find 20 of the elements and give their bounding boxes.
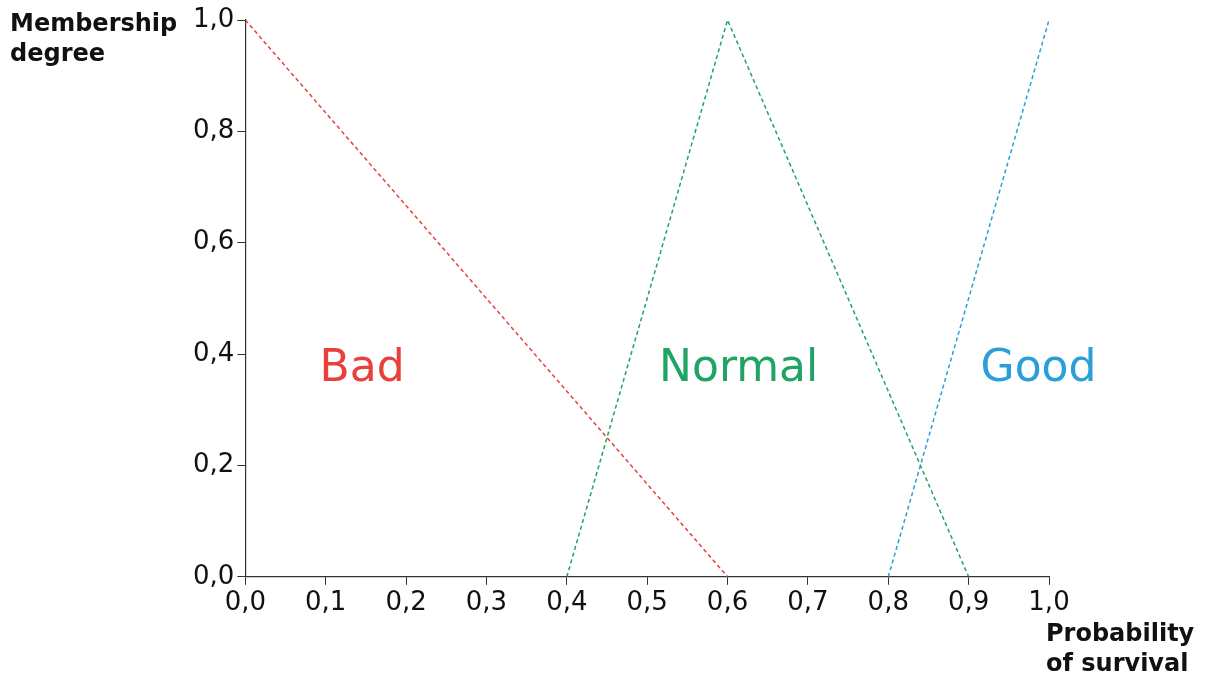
x-tick-label: 0,9 — [947, 586, 990, 617]
y-tick-label: 1,0 — [192, 2, 235, 33]
x-tick-label: 0,6 — [706, 586, 749, 617]
y-tick-label: 0,4 — [192, 336, 235, 367]
series-label: Normal — [659, 339, 819, 391]
x-tick-label: 0,1 — [305, 586, 347, 617]
y-axis-title: Membership degree — [10, 9, 178, 67]
y-tick-label: 0,6 — [192, 225, 235, 256]
x-tick-label: 0,3 — [465, 586, 508, 617]
y-tick-label: 0,8 — [192, 114, 235, 145]
x-axis-title: Probability of survival — [1046, 618, 1196, 678]
series-label: Good — [980, 339, 1097, 391]
x-tick-label: 0,2 — [385, 586, 427, 617]
x-tick-label: 0,7 — [787, 586, 829, 617]
x-tick-label: 0,5 — [626, 586, 668, 617]
y-tick-label: 0,2 — [192, 448, 235, 479]
x-tick-label: 0,8 — [867, 586, 909, 617]
text: Bad — [319, 339, 405, 391]
x-tick-label: 1,0 — [1028, 586, 1070, 617]
x-tick-label: 0,4 — [546, 586, 588, 617]
